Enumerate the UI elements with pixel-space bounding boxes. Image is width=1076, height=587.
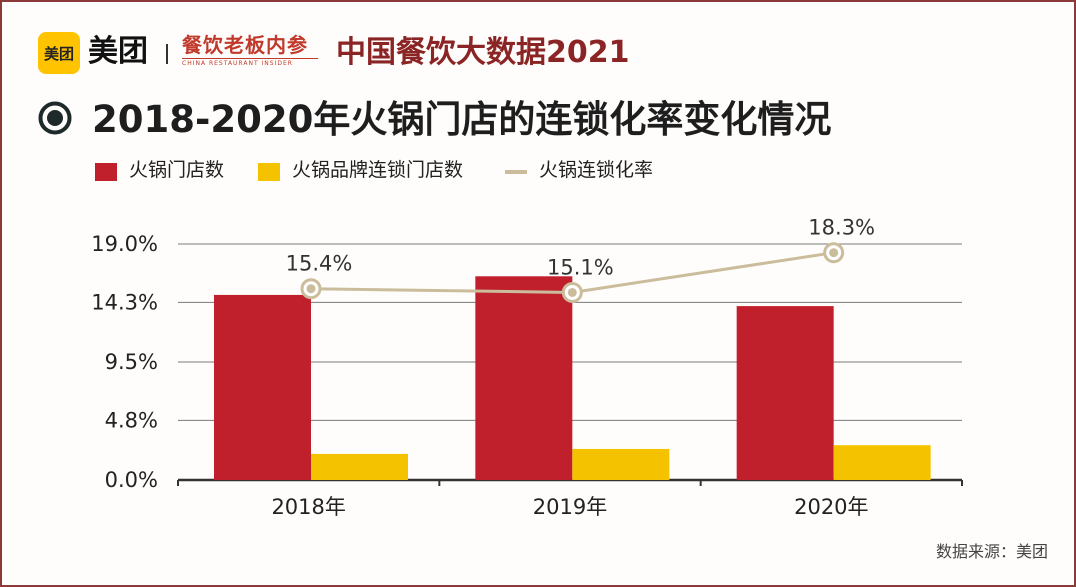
target-bullet-icon [38,101,72,135]
legend: 火锅门店数 火锅品牌连锁门店数 火锅连锁化率 [95,158,795,182]
legend-swatch-chain-stores [258,163,280,181]
line-data-label: 15.1% [547,255,614,279]
y-tick-label: 4.8% [105,408,158,432]
data-source: 数据来源：美团 [935,542,1048,561]
line-point-inner [829,248,839,258]
legend-label-chain-stores: 火锅品牌连锁门店数 [292,159,464,181]
line-data-label: 18.3% [808,216,875,240]
y-tick-label: 0.0% [105,468,158,492]
chart-title-row: 2018-2020年火锅门店的连锁化率变化情况 [38,96,1038,146]
restaurant-insider-logo: 餐饮老板内参 CHINA RESTAURANT INSIDER [182,32,318,69]
line-point-inner [567,287,577,297]
restaurant-insider-subtitle: CHINA RESTAURANT INSIDER [182,58,318,69]
x-category-label: 2019年 [533,495,607,519]
bar-stores [736,306,834,480]
legend-label-chain-rate: 火锅连锁化率 [539,159,654,181]
bar-chain-stores [311,453,408,480]
x-category-label: 2020年 [794,495,868,519]
logo-divider [166,44,168,64]
legend-line-chain-rate [505,170,527,174]
y-tick-label: 14.3% [91,290,158,314]
x-category-label: 2018年 [271,495,345,519]
bar-chain-stores [833,445,931,480]
report-title: 中国餐饮大数据2021 [336,35,630,70]
bar-stores [475,276,573,480]
bar-chain-stores [572,448,670,480]
legend-label-stores: 火锅门店数 [129,159,225,181]
y-tick-label: 19.0% [91,232,158,256]
bar-stores [214,294,311,480]
meituan-logo-text: 美团 [88,34,148,69]
line-data-label: 15.4% [286,252,353,276]
header: 美团 美团 餐饮老板内参 CHINA RESTAURANT INSIDER 中国… [38,30,1038,74]
meituan-logo-badge: 美团 [38,32,80,74]
chart-title: 2018-2020年火锅门店的连锁化率变化情况 [92,98,832,141]
y-tick-label: 9.5% [105,350,158,374]
restaurant-insider-name: 餐饮老板内参 [182,33,308,57]
line-point-inner [306,284,316,294]
legend-swatch-stores [95,163,117,181]
